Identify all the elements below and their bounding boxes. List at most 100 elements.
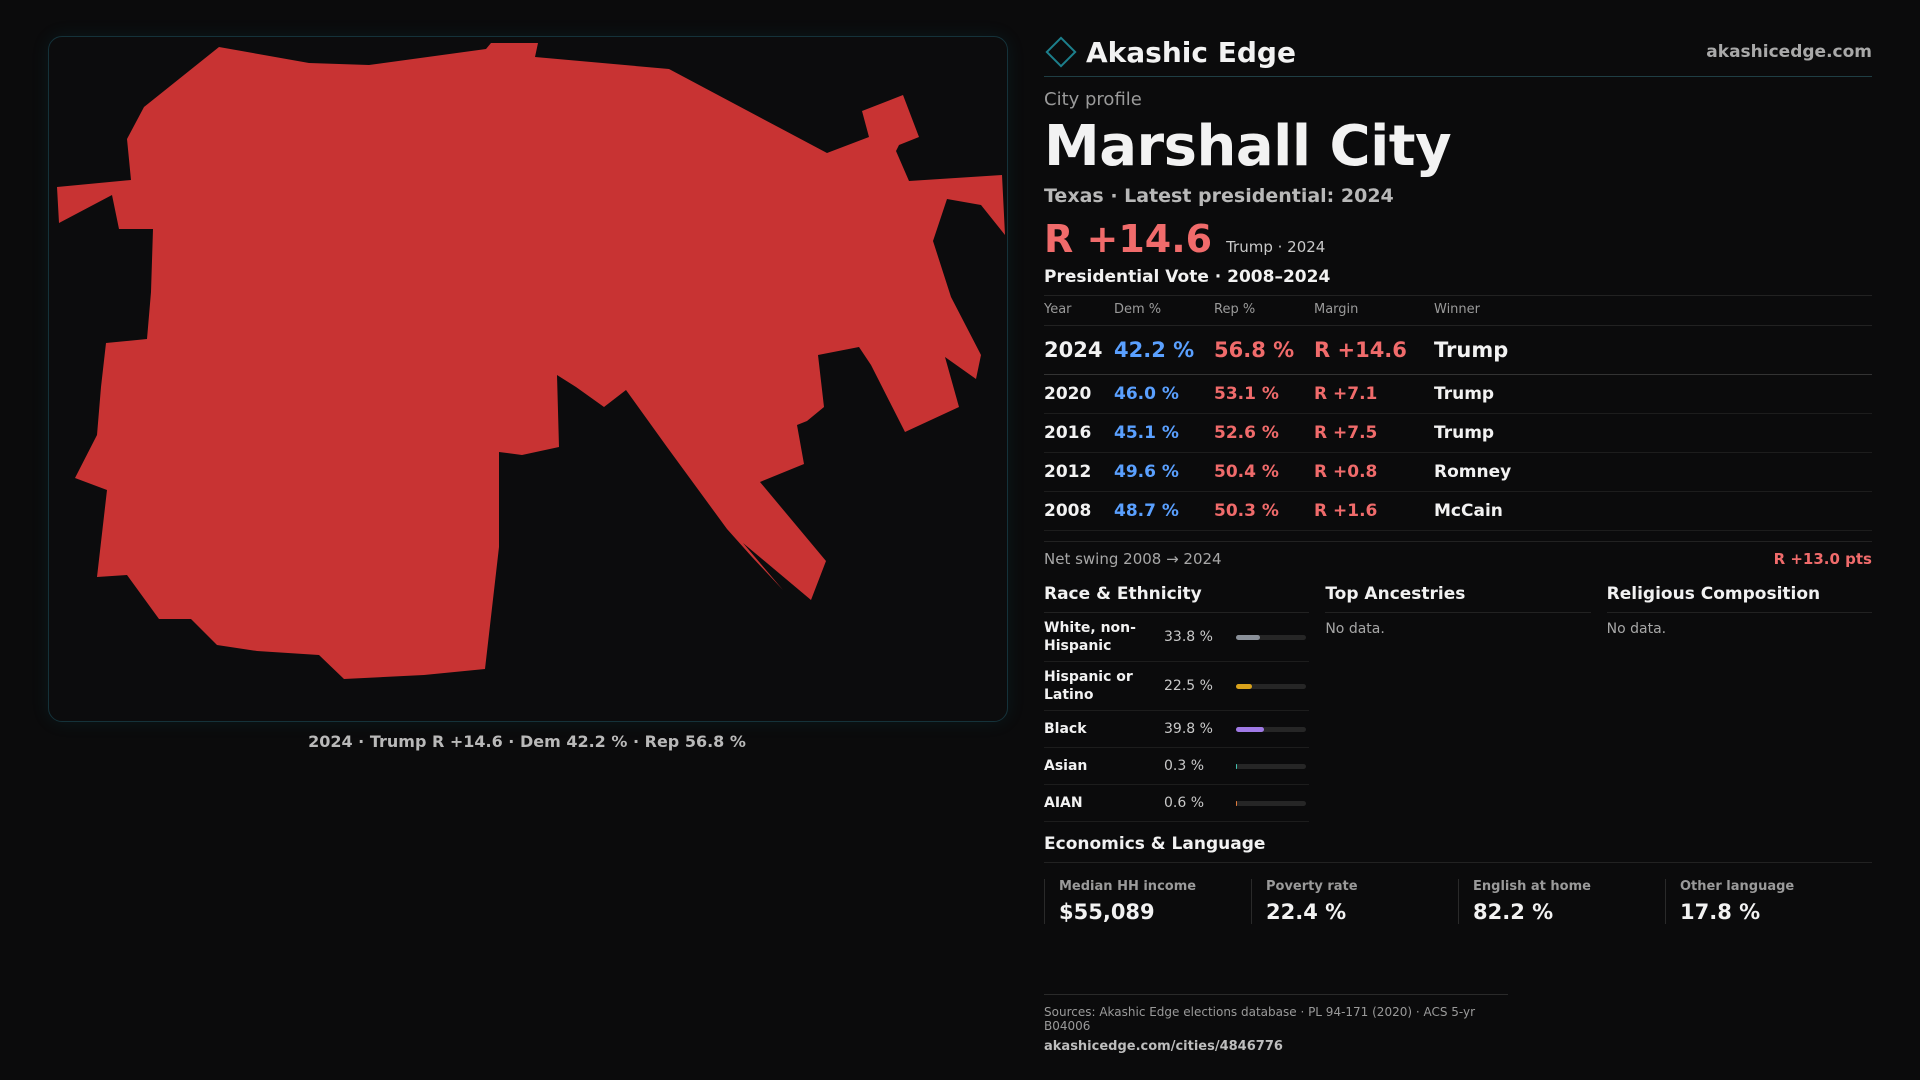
rep-cell: 50.3 %: [1214, 491, 1314, 531]
map-caption: 2024 · Trump R +14.6 · Dem 42.2 % · Rep …: [308, 732, 746, 751]
winner-cell: Romney: [1434, 452, 1872, 492]
margin-cell: R +0.8: [1314, 452, 1434, 492]
table-row: 2020 46.0 % 53.1 % R +7.1 Trump: [1044, 374, 1872, 414]
year-cell: 2016: [1044, 413, 1114, 453]
race-bar-fill: [1236, 763, 1238, 769]
race-bar: [1236, 800, 1306, 806]
race-bar: [1236, 683, 1306, 689]
race-bar-fill: [1236, 683, 1252, 689]
brand[interactable]: Akashic Edge: [1044, 36, 1296, 69]
race-row: White, non-Hispanic 33.8 %: [1044, 613, 1310, 662]
city-boundary-shape[interactable]: [57, 43, 1005, 679]
diamond-logo-icon: [1045, 36, 1077, 68]
econ-label: Other language: [1680, 879, 1795, 894]
margin-cell: R +1.6: [1314, 491, 1434, 531]
econ-value: 17.8 %: [1680, 900, 1761, 924]
race-pct: 33.8 %: [1164, 629, 1213, 645]
race-label: Asian: [1044, 758, 1088, 774]
dem-cell: 46.0 %: [1114, 374, 1214, 414]
econ-value: $55,089: [1059, 900, 1155, 924]
page-title: Marshall City: [1044, 114, 1452, 179]
race-row: AIAN 0.6 %: [1044, 785, 1310, 822]
table-row: 2016 45.1 % 52.6 % R +7.5 Trump: [1044, 413, 1872, 453]
margin-cell: R +14.6: [1314, 325, 1434, 375]
rep-cell: 50.4 %: [1214, 452, 1314, 492]
city-subtitle: Texas · Latest presidential: 2024: [1044, 185, 1394, 207]
rep-cell: 56.8 %: [1214, 325, 1314, 375]
net-swing-label: Net swing 2008 → 2024: [1044, 550, 1222, 568]
page-url-link[interactable]: akashicedge.com/cities/4846776: [1044, 1039, 1283, 1054]
religion-empty: No data.: [1606, 621, 1667, 637]
econ-label: Poverty rate: [1266, 879, 1358, 894]
econ-label: English at home: [1473, 879, 1591, 894]
col-header-winner: Winner: [1434, 295, 1872, 326]
race-label: AIAN: [1044, 795, 1083, 811]
dem-cell: 48.7 %: [1114, 491, 1214, 531]
econ-label: Median HH income: [1059, 879, 1197, 894]
econ-cell-income: Median HH income $55,089: [1044, 879, 1251, 924]
race-pct: 0.3 %: [1164, 758, 1205, 774]
dem-cell: 45.1 %: [1114, 413, 1214, 453]
profile-panel: Akashic Edge akashicedge.com City profil…: [1044, 28, 1872, 924]
religion-card: Religious Composition No data.: [1606, 584, 1872, 822]
race-row: Black 39.8 %: [1044, 711, 1310, 748]
profile-eyebrow: City profile: [1044, 89, 1142, 110]
table-row: 2012 49.6 % 50.4 % R +0.8 Romney: [1044, 452, 1872, 492]
race-row: Asian 0.3 %: [1044, 748, 1310, 785]
city-boundary-map: [57, 43, 1005, 679]
race-bar: [1236, 634, 1306, 640]
ancestries-card: Top Ancestries No data.: [1325, 584, 1591, 822]
year-cell: 2020: [1044, 374, 1114, 414]
ancestries-empty: No data.: [1325, 621, 1385, 637]
col-header-dem: Dem %: [1114, 295, 1214, 326]
race-bar-fill: [1236, 800, 1238, 806]
rep-cell: 52.6 %: [1214, 413, 1314, 453]
headline-margin: R +14.6: [1044, 217, 1213, 261]
race-label: Hispanic or Latino: [1044, 669, 1133, 703]
econ-value: 82.2 %: [1473, 900, 1554, 924]
year-cell: 2008: [1044, 491, 1114, 531]
ancestries-title: Top Ancestries: [1325, 584, 1591, 613]
site-url-link[interactable]: akashicedge.com: [1706, 42, 1872, 62]
headline-result: R +14.6 Trump · 2024: [1044, 217, 1872, 261]
brand-name: Akashic Edge: [1086, 35, 1296, 69]
year-cell: 2024: [1044, 325, 1114, 375]
race-title: Race & Ethnicity: [1044, 584, 1310, 613]
race-pct: 22.5 %: [1164, 678, 1213, 694]
margin-cell: R +7.1: [1314, 374, 1434, 414]
margin-cell: R +7.5: [1314, 413, 1434, 453]
col-header-year: Year: [1044, 295, 1114, 326]
econ-cell-poverty: Poverty rate 22.4 %: [1251, 879, 1458, 924]
dem-cell: 42.2 %: [1114, 325, 1214, 375]
col-header-rep: Rep %: [1214, 295, 1314, 326]
winner-cell: Trump: [1434, 325, 1872, 375]
rep-cell: 53.1 %: [1214, 374, 1314, 414]
economics-title: Economics & Language: [1044, 834, 1872, 863]
table-row: 2008 48.7 % 50.3 % R +1.6 McCain: [1044, 491, 1872, 531]
footer: Sources: Akashic Edge elections database…: [1044, 994, 1508, 1054]
year-cell: 2012: [1044, 452, 1114, 492]
econ-cell-english: English at home 82.2 %: [1458, 879, 1665, 924]
race-pct: 0.6 %: [1164, 795, 1205, 811]
table-row: 2024 42.2 % 56.8 % R +14.6 Trump: [1044, 325, 1872, 375]
religion-title: Religious Composition: [1606, 584, 1872, 613]
race-bar: [1236, 763, 1306, 769]
winner-cell: Trump: [1434, 413, 1872, 453]
race-ethnicity-card: Race & Ethnicity White, non-Hispanic 33.…: [1044, 584, 1310, 822]
race-bar-fill: [1236, 726, 1264, 732]
econ-value: 22.4 %: [1266, 900, 1347, 924]
dem-cell: 49.6 %: [1114, 452, 1214, 492]
econ-cell-other-language: Other language 17.8 %: [1665, 879, 1872, 924]
headline-note: Trump · 2024: [1226, 238, 1326, 256]
race-label: Black: [1044, 721, 1087, 737]
race-bar: [1236, 726, 1306, 732]
race-pct: 39.8 %: [1164, 721, 1213, 737]
table-header-row: Year Dem % Rep % Margin Winner: [1044, 295, 1872, 326]
sources-text: Sources: Akashic Edge elections database…: [1044, 1005, 1476, 1033]
net-swing-value: R +13.0 pts: [1773, 550, 1872, 568]
race-label: White, non-Hispanic: [1044, 620, 1136, 654]
winner-cell: Trump: [1434, 374, 1872, 414]
header: Akashic Edge akashicedge.com: [1044, 28, 1872, 77]
city-map[interactable]: [48, 36, 1008, 722]
demographics-section: Race & Ethnicity White, non-Hispanic 33.…: [1044, 584, 1872, 822]
